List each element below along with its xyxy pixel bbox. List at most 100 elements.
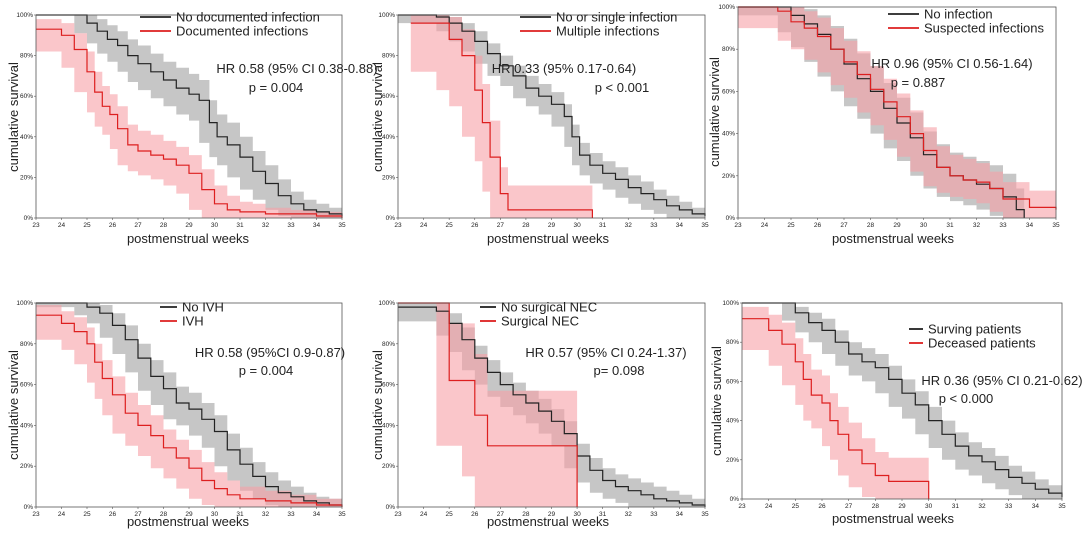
y-tick-label: 80%	[20, 53, 33, 60]
y-tick-label: 60%	[20, 93, 33, 100]
y-tick-label: 100%	[378, 300, 395, 307]
y-axis-label: cumulative survival	[370, 62, 385, 172]
x-tick-label: 31	[236, 511, 244, 518]
x-tick-label: 35	[701, 511, 709, 518]
legend-label: Documented infections	[176, 24, 309, 39]
y-tick-label: 100%	[722, 300, 739, 307]
y-tick-label: 20%	[20, 174, 33, 181]
x-tick-label: 28	[160, 222, 168, 229]
hazard-ratio-annotation: HR 0.33 (95% 0.17-0.64)	[492, 61, 637, 76]
x-tick-label: 29	[893, 222, 901, 229]
x-tick-label: 32	[625, 511, 633, 518]
y-tick-label: 0%	[24, 215, 34, 222]
x-tick-label: 28	[867, 222, 875, 229]
x-tick-label: 32	[625, 222, 633, 229]
legend-label: Deceased patients	[928, 336, 1036, 351]
x-tick-label: 34	[313, 222, 321, 229]
x-tick-label: 27	[497, 511, 505, 518]
y-axis-label: cumulative survival	[370, 350, 385, 460]
y-tick-label: 0%	[726, 215, 736, 222]
x-axis-label: postmenstrual weeks	[127, 231, 250, 246]
x-tick-label: 26	[471, 222, 479, 229]
x-tick-label: 34	[676, 222, 684, 229]
y-axis-label: cumulative survival	[709, 346, 724, 456]
hazard-ratio-annotation: HR 0.58 (95% CI 0.38-0.88)	[216, 61, 377, 76]
comparison-ci-band	[410, 15, 593, 218]
x-tick-label: 34	[313, 511, 321, 518]
y-tick-label: 80%	[382, 53, 395, 60]
legend-label: No documented infection	[176, 10, 320, 25]
x-tick-label: 25	[787, 222, 795, 229]
x-axis-label: postmenstrual weeks	[127, 514, 250, 529]
y-tick-label: 60%	[382, 382, 395, 389]
chart-panel: 0% 20% 40% 60% 80% 100% 23 24 25 26 27 28 29 30 31 32 33…	[6, 10, 378, 247]
y-tick-label: 0%	[24, 504, 34, 511]
comparison-survival-line	[36, 28, 343, 218]
y-tick-label: 100%	[378, 12, 395, 19]
x-tick-label: 27	[845, 503, 853, 510]
y-tick-label: 80%	[726, 339, 739, 346]
hazard-ratio-annotation: HR 0.57 (95% CI 0.24-1.37)	[525, 345, 686, 360]
x-tick-label: 30	[573, 511, 581, 518]
hazard-ratio-annotation: HR 0.58 (95%CI 0.9-0.87)	[195, 345, 345, 360]
comparison-survival-line	[410, 22, 593, 218]
x-tick-label: 35	[338, 511, 346, 518]
x-tick-label: 31	[236, 222, 244, 229]
y-tick-label: 60%	[20, 382, 33, 389]
x-tick-label: 33	[650, 222, 658, 229]
x-tick-label: 28	[522, 222, 530, 229]
comparison-ci-band	[398, 303, 578, 507]
y-tick-label: 20%	[382, 174, 395, 181]
x-tick-label: 35	[701, 222, 709, 229]
y-tick-label: 40%	[382, 134, 395, 141]
y-tick-label: 20%	[722, 173, 735, 180]
x-tick-label: 29	[185, 222, 193, 229]
legend-label: No or single infection	[556, 10, 677, 25]
x-tick-label: 29	[185, 511, 193, 518]
x-tick-label: 24	[765, 503, 773, 510]
x-tick-label: 32	[978, 503, 986, 510]
y-tick-label: 100%	[16, 12, 33, 19]
p-value-annotation: p < 0.000	[939, 391, 994, 406]
x-tick-label: 32	[973, 222, 981, 229]
x-tick-label: 32	[262, 511, 270, 518]
y-tick-label: 40%	[722, 131, 735, 138]
x-tick-label: 23	[32, 511, 40, 518]
chart-panel: 0% 20% 40% 60% 80% 100% 23 24 25 26 27 28 29 30 31 32 33…	[707, 4, 1060, 246]
x-tick-label: 32	[262, 222, 270, 229]
chart-panel: 0% 20% 40% 60% 80% 100% 23 24 25 26 27 28 29 30 31 32 33…	[709, 300, 1083, 526]
y-tick-label: 0%	[386, 215, 396, 222]
chart-panel: 0% 20% 40% 60% 80% 100% 23 24 25 26 27 28 29 30 31 32 33…	[6, 300, 346, 530]
x-tick-label: 27	[134, 511, 142, 518]
x-tick-label: 31	[599, 511, 607, 518]
x-tick-label: 23	[734, 222, 742, 229]
x-tick-label: 34	[1032, 503, 1040, 510]
legend-label: Multiple infections	[556, 24, 660, 39]
y-axis-label: cumulative survival	[6, 350, 21, 460]
x-tick-label: 33	[287, 511, 295, 518]
x-tick-label: 33	[287, 222, 295, 229]
p-value-annotation: p < 0.001	[595, 80, 650, 95]
reference-ci-band	[398, 15, 705, 218]
comparison-survival-line	[742, 318, 930, 499]
x-tick-label: 29	[548, 511, 556, 518]
reference-ci-band	[36, 15, 342, 218]
x-tick-label: 28	[872, 503, 880, 510]
y-tick-label: 40%	[20, 134, 33, 141]
x-tick-label: 33	[999, 222, 1007, 229]
x-tick-label: 24	[58, 222, 66, 229]
x-tick-label: 33	[1005, 503, 1013, 510]
comparison-survival-line	[36, 314, 343, 507]
x-axis-label: postmenstrual weeks	[832, 511, 955, 526]
x-tick-label: 30	[925, 503, 933, 510]
y-tick-label: 40%	[726, 418, 739, 425]
legend-label: Surgical NEC	[501, 314, 579, 329]
p-value-annotation: p = 0.887	[891, 75, 946, 90]
y-tick-label: 80%	[722, 46, 735, 53]
